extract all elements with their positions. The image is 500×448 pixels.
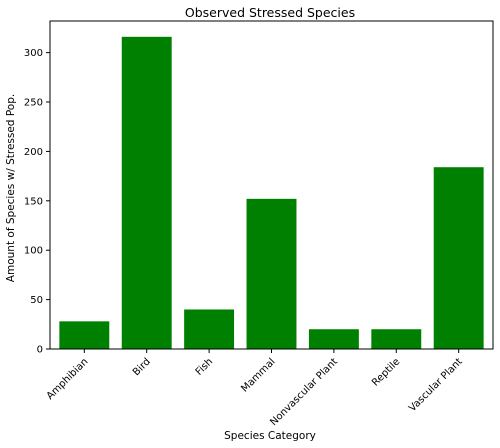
y-tick-label: 300 — [24, 48, 43, 59]
bar-nonvascular-plant — [308, 329, 359, 349]
y-tick-label: 50 — [30, 295, 43, 306]
bar-amphibian — [59, 321, 110, 349]
x-tick-label: Bird — [131, 356, 153, 378]
bar-mammal — [246, 198, 297, 349]
bar-fish — [184, 309, 235, 349]
y-tick-label: 0 — [37, 345, 43, 356]
y-tick-label: 200 — [24, 147, 43, 158]
x-tick-label: Vascular Plant — [407, 356, 465, 414]
x-tick-label: Amphibian — [45, 356, 91, 402]
chart-title: Observed Stressed Species — [185, 5, 355, 20]
bars-group — [59, 36, 484, 350]
bar-reptile — [371, 329, 422, 349]
y-axis-label: Amount of Species w/ Stressed Pop. — [5, 94, 17, 282]
y-axis-ticks: 0 50 100 150 200 250 300 — [24, 48, 50, 356]
x-tick-label: Mammal — [239, 356, 277, 394]
x-tick-label: Fish — [194, 356, 215, 377]
y-tick-label: 150 — [24, 196, 43, 207]
plot-frame — [49, 20, 494, 350]
x-tick-label: Nonvascular Plant — [268, 356, 340, 428]
bar-vascular-plant — [433, 167, 484, 349]
x-tick-label: Reptile — [370, 356, 402, 388]
y-tick-label: 100 — [24, 246, 43, 257]
bar-bird — [121, 36, 172, 350]
x-axis-label: Species Category — [224, 430, 316, 442]
y-tick-label: 250 — [24, 98, 43, 109]
